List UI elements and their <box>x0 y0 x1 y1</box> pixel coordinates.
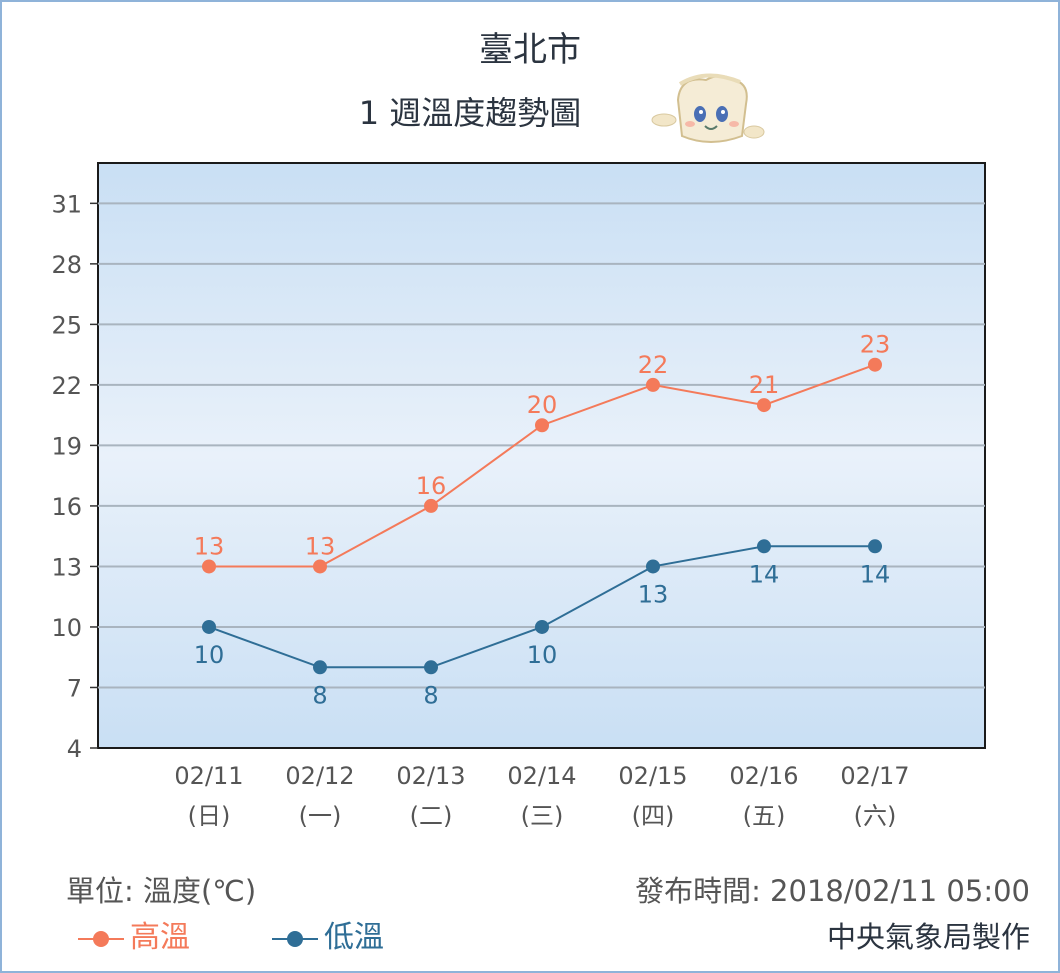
data-label-low: 10 <box>527 641 558 669</box>
y-tick-label: 4 <box>67 735 82 763</box>
data-label-low: 14 <box>749 560 780 588</box>
data-label-high: 16 <box>416 472 447 500</box>
data-point-high <box>757 398 771 413</box>
y-tick-label: 25 <box>51 311 82 339</box>
plot-area <box>97 162 986 749</box>
legend-item-high: 高溫 <box>78 912 190 956</box>
y-tick-label: 22 <box>51 372 82 400</box>
y-tick-label: 19 <box>51 432 82 460</box>
x-weekday-label: (五) <box>743 802 786 830</box>
x-tick-label: 02/12 <box>285 762 354 790</box>
x-weekday-label: (三) <box>521 802 564 830</box>
x-weekday-label: (一) <box>299 802 342 830</box>
legend-item-low: 低溫 <box>272 912 384 956</box>
x-weekday-label: (四) <box>632 802 675 830</box>
data-label-low: 10 <box>194 641 225 669</box>
data-label-high: 20 <box>527 391 558 419</box>
legend-marker-low <box>272 929 318 949</box>
y-tick-label: 7 <box>67 674 82 702</box>
data-point-high <box>646 377 660 392</box>
x-tick-label: 02/11 <box>174 762 243 790</box>
y-tick-label: 13 <box>51 553 82 581</box>
issued-time: 發布時間: 2018/02/11 05:00 <box>635 874 1030 908</box>
x-tick-label: 02/16 <box>729 762 798 790</box>
y-tick-label: 16 <box>51 493 82 521</box>
x-weekday-label: (二) <box>410 802 453 830</box>
data-label-high: 13 <box>305 532 336 560</box>
legend-label-low: 低溫 <box>324 920 384 955</box>
y-tick-label: 10 <box>51 614 82 642</box>
data-point-high <box>202 559 216 574</box>
data-label-high: 13 <box>194 532 225 560</box>
weather-mascot-icon <box>651 73 765 143</box>
x-tick-label: 02/17 <box>840 762 909 790</box>
data-point-high <box>313 559 327 574</box>
data-label-low: 14 <box>860 560 891 588</box>
chart-subtitle: 1 週溫度趨勢圖 <box>358 94 582 132</box>
y-tick-label: 28 <box>51 251 82 279</box>
data-point-low <box>868 539 882 554</box>
data-label-low: 8 <box>423 681 438 709</box>
data-label-low: 8 <box>312 681 327 709</box>
unit-label: 單位: 溫度(℃) <box>66 874 257 908</box>
data-point-high <box>424 498 438 513</box>
legend-label-high: 高溫 <box>130 920 190 955</box>
data-label-low: 13 <box>638 580 669 608</box>
data-point-low <box>535 619 549 634</box>
x-weekday-label: (六) <box>854 802 897 830</box>
data-point-low <box>424 660 438 675</box>
data-point-high <box>868 357 882 372</box>
chart-title: 臺北市 <box>479 30 581 70</box>
data-point-low <box>202 619 216 634</box>
data-label-high: 23 <box>860 331 891 359</box>
data-point-low <box>757 539 771 554</box>
data-point-low <box>313 660 327 675</box>
data-label-high: 22 <box>638 351 669 379</box>
x-tick-label: 02/13 <box>396 762 465 790</box>
data-point-high <box>535 418 549 433</box>
x-weekday-label: (日) <box>188 802 231 830</box>
data-label-high: 21 <box>749 371 780 399</box>
legend-marker-high <box>78 929 124 949</box>
x-tick-label: 02/15 <box>618 762 687 790</box>
producer-credit: 中央氣象局製作 <box>826 920 1030 954</box>
x-tick-label: 02/14 <box>507 762 576 790</box>
y-tick-label: 31 <box>51 190 82 218</box>
data-point-low <box>646 559 660 574</box>
